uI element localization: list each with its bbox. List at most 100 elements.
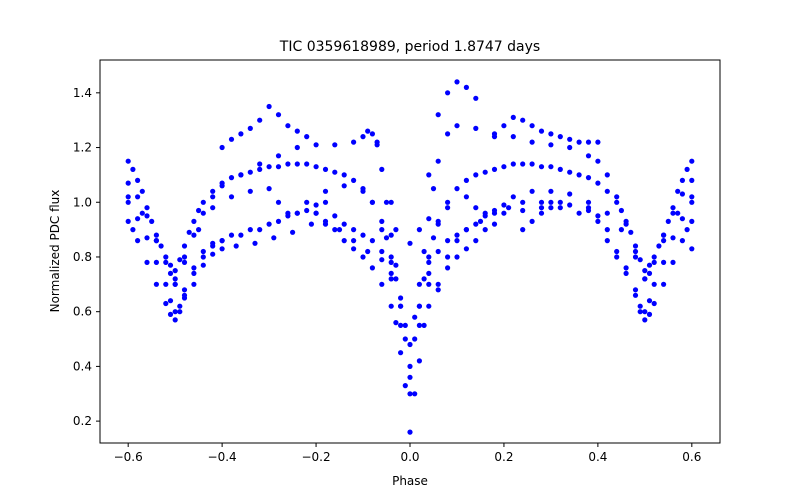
data-point bbox=[135, 216, 141, 222]
data-point bbox=[670, 205, 676, 211]
data-point bbox=[398, 322, 404, 328]
data-point bbox=[402, 322, 408, 328]
data-point bbox=[407, 391, 413, 397]
data-point bbox=[379, 227, 385, 233]
data-point bbox=[210, 188, 216, 194]
data-point bbox=[341, 221, 347, 227]
y-tick-label: 1.0 bbox=[73, 195, 92, 209]
data-point bbox=[595, 213, 601, 219]
data-point bbox=[628, 229, 634, 235]
data-point bbox=[567, 202, 573, 208]
data-point bbox=[200, 248, 206, 255]
data-point bbox=[430, 235, 437, 241]
data-point bbox=[125, 194, 131, 200]
x-tick-label: 0.6 bbox=[682, 450, 701, 464]
x-axis-ticks: −0.6 −0.4 −0.2 0.0 0.2 0.4 0.6 bbox=[114, 443, 701, 464]
data-point bbox=[670, 210, 676, 216]
data-point bbox=[210, 205, 216, 211]
data-point bbox=[186, 229, 192, 235]
data-point bbox=[548, 199, 554, 205]
data-point bbox=[257, 166, 263, 172]
data-point bbox=[275, 164, 282, 170]
data-point bbox=[604, 172, 610, 178]
data-point bbox=[651, 281, 657, 287]
data-point bbox=[351, 227, 357, 233]
data-point bbox=[172, 276, 178, 282]
data-point bbox=[435, 158, 441, 164]
data-point bbox=[313, 164, 319, 170]
data-point bbox=[412, 314, 418, 320]
data-point bbox=[135, 177, 141, 183]
x-tick-label: 0.2 bbox=[494, 450, 513, 464]
data-point bbox=[407, 341, 413, 348]
data-point bbox=[604, 210, 610, 216]
data-point bbox=[435, 248, 441, 255]
data-point bbox=[219, 246, 225, 252]
y-tick-label: 0.8 bbox=[73, 250, 92, 264]
data-point bbox=[144, 205, 150, 211]
data-point bbox=[369, 199, 375, 205]
data-point bbox=[275, 112, 282, 118]
data-point bbox=[304, 207, 310, 214]
data-point bbox=[407, 240, 413, 246]
data-point bbox=[153, 232, 159, 238]
data-point bbox=[125, 158, 131, 164]
data-point bbox=[491, 210, 498, 216]
data-point bbox=[642, 317, 648, 323]
data-point bbox=[684, 166, 690, 172]
data-point bbox=[576, 139, 582, 145]
data-point bbox=[219, 144, 225, 151]
data-point bbox=[238, 232, 244, 238]
data-point bbox=[618, 207, 625, 214]
data-point bbox=[421, 248, 427, 255]
data-point bbox=[501, 202, 507, 208]
data-point bbox=[200, 254, 206, 260]
data-point bbox=[675, 210, 681, 216]
data-point bbox=[632, 248, 639, 255]
data-point bbox=[576, 172, 582, 178]
data-point bbox=[285, 161, 291, 167]
data-point bbox=[247, 188, 253, 194]
y-tick-label: 0.6 bbox=[73, 305, 92, 319]
data-point bbox=[679, 177, 686, 183]
data-point bbox=[360, 134, 366, 140]
data-point bbox=[435, 112, 441, 118]
data-point bbox=[266, 103, 272, 110]
data-point bbox=[430, 186, 437, 192]
data-point bbox=[445, 199, 451, 205]
data-point bbox=[651, 300, 657, 307]
data-point bbox=[501, 210, 507, 216]
data-point bbox=[412, 391, 418, 397]
data-point bbox=[365, 128, 371, 134]
y-axis-ticks: 0.2 0.4 0.6 0.8 1.0 1.2 1.4 bbox=[73, 86, 100, 428]
data-point bbox=[646, 262, 653, 268]
data-point bbox=[167, 262, 174, 268]
data-point bbox=[233, 243, 239, 249]
data-point bbox=[172, 268, 178, 274]
data-point bbox=[538, 210, 545, 216]
data-point bbox=[172, 309, 178, 315]
data-point bbox=[632, 287, 639, 293]
data-point bbox=[257, 227, 263, 233]
data-point bbox=[454, 254, 460, 260]
data-point bbox=[473, 125, 479, 131]
data-point bbox=[426, 303, 432, 309]
data-point bbox=[529, 161, 535, 167]
data-point bbox=[167, 311, 174, 317]
data-point bbox=[388, 254, 394, 260]
data-point bbox=[149, 218, 155, 224]
data-point bbox=[679, 191, 686, 197]
data-point bbox=[482, 169, 488, 175]
data-point bbox=[463, 177, 469, 183]
data-point bbox=[332, 142, 338, 148]
data-point bbox=[463, 246, 469, 252]
data-point bbox=[637, 309, 643, 315]
data-point bbox=[642, 268, 648, 274]
data-point bbox=[163, 259, 169, 265]
data-point bbox=[158, 243, 164, 249]
data-point bbox=[336, 227, 343, 233]
data-point bbox=[341, 238, 347, 244]
x-axis-label: Phase bbox=[392, 474, 428, 488]
data-point bbox=[135, 238, 141, 244]
